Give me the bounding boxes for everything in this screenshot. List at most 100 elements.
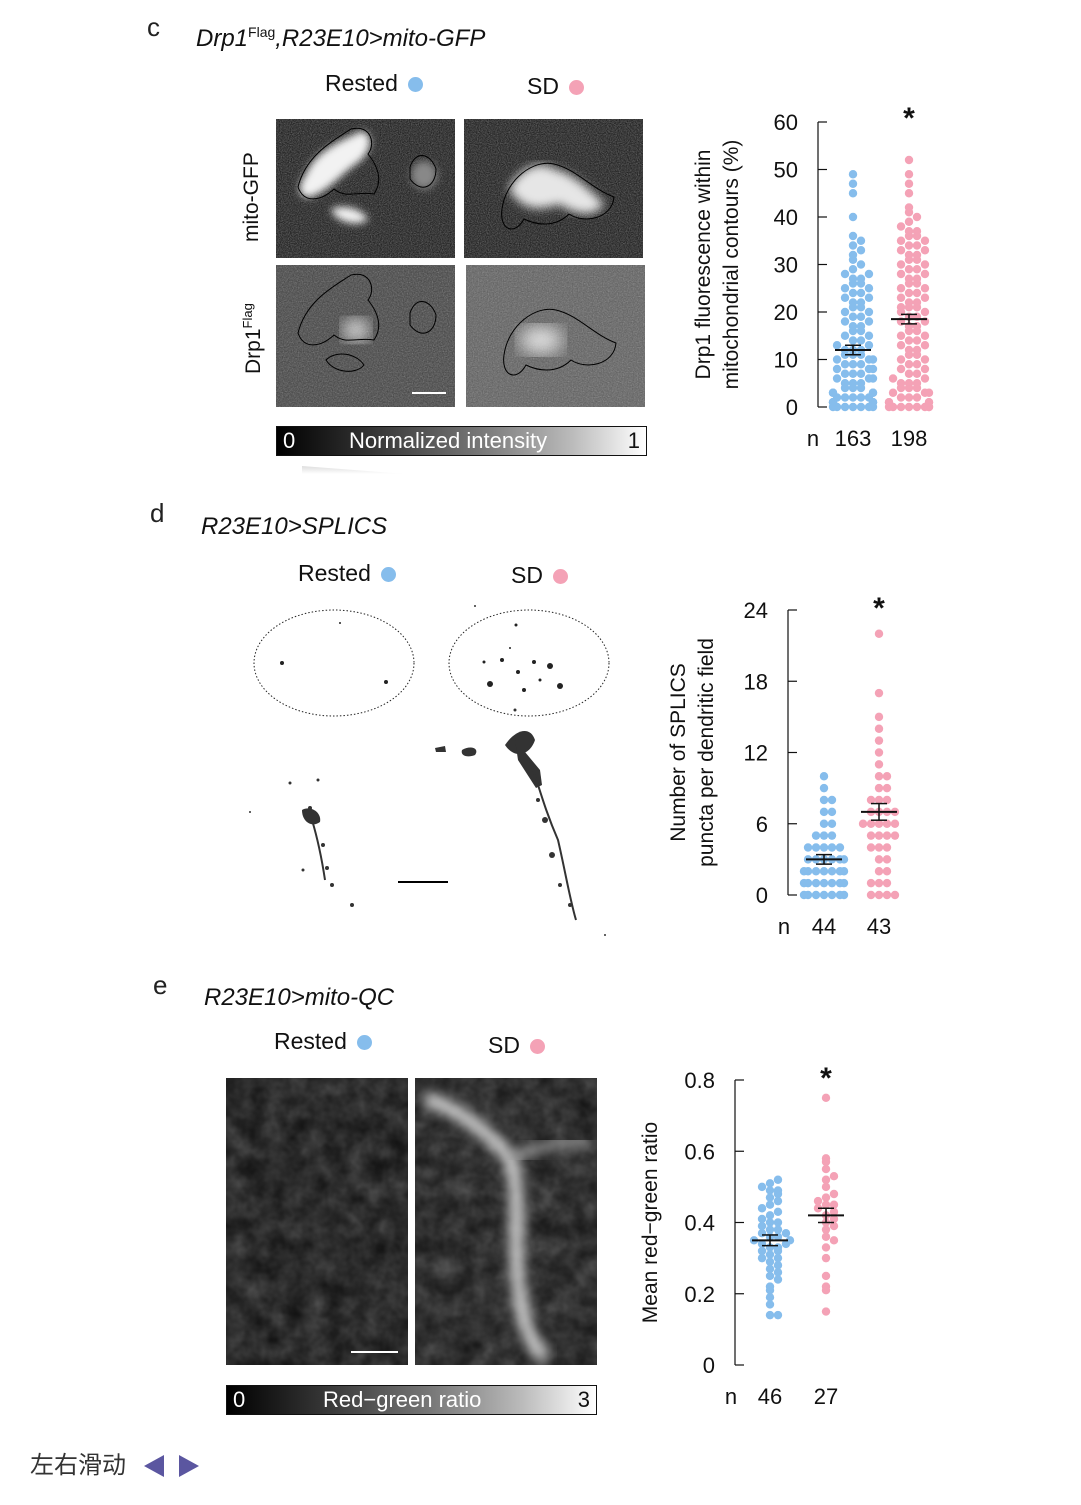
- n-count: 163: [835, 426, 872, 451]
- data-point: [904, 393, 914, 402]
- y-tick-label: 0: [756, 883, 768, 908]
- data-point: [864, 269, 874, 279]
- data-point: [821, 1307, 831, 1316]
- data-point: [827, 878, 837, 888]
- data-point: [829, 1171, 839, 1181]
- data-point: [856, 236, 866, 245]
- data-point: [848, 360, 858, 369]
- y-tick-label: 0: [703, 1353, 715, 1378]
- arrow-right-icon[interactable]: [179, 1455, 200, 1477]
- data-point: [827, 843, 837, 852]
- data-point: [888, 388, 898, 397]
- data-point: [896, 379, 906, 388]
- data-point: [773, 1218, 783, 1227]
- data-point: [848, 212, 858, 222]
- data-point: [840, 317, 850, 326]
- colorbar-c-shadow: [302, 466, 406, 474]
- data-point: [912, 265, 922, 274]
- data-point: [765, 1250, 775, 1259]
- arrow-left-icon[interactable]: [143, 1455, 164, 1477]
- data-point: [920, 284, 930, 293]
- data-point: [912, 369, 922, 378]
- data-point: [781, 1228, 791, 1238]
- data-point: [896, 341, 906, 350]
- data-point: [840, 307, 850, 317]
- data-point: [811, 878, 821, 888]
- data-point: [904, 379, 914, 388]
- data-point: [821, 1164, 831, 1174]
- data-point: [882, 795, 892, 805]
- data-point: [757, 1221, 767, 1231]
- data-point: [819, 878, 829, 888]
- data-point: [821, 1154, 831, 1163]
- data-point: [874, 748, 884, 757]
- data-point: [890, 819, 900, 828]
- data-point: [904, 250, 914, 260]
- data-point: [848, 393, 858, 402]
- data-point: [856, 402, 866, 412]
- panel-e-sd-label: SD: [488, 1032, 545, 1059]
- data-point: [882, 855, 892, 864]
- data-point: [840, 402, 850, 412]
- data-point: [840, 331, 850, 340]
- colorbar-e-max: 3: [577, 1387, 590, 1412]
- data-point: [866, 843, 876, 852]
- data-point: [904, 402, 914, 412]
- panel-d-sd-label: SD: [511, 562, 568, 589]
- micrograph-c-drp1-sd: [466, 265, 645, 407]
- data-point: [832, 341, 842, 350]
- data-point: [773, 1310, 783, 1320]
- significance-marker: *: [873, 592, 885, 625]
- data-point: [904, 288, 914, 298]
- data-point: [811, 831, 821, 840]
- data-point: [848, 250, 858, 260]
- data-point: [829, 1236, 839, 1245]
- sd-dot-icon: [552, 569, 568, 585]
- data-point: [848, 402, 858, 412]
- data-point: [840, 360, 850, 369]
- data-point: [819, 819, 829, 828]
- data-point: [840, 379, 850, 388]
- n-count: 198: [891, 426, 928, 451]
- rested-dot-icon: [380, 567, 396, 583]
- data-point: [866, 795, 876, 805]
- data-point: [821, 1225, 831, 1234]
- data-point: [868, 355, 878, 364]
- data-point: [765, 1271, 775, 1281]
- data-point: [848, 298, 858, 307]
- data-point: [848, 288, 858, 298]
- data-point: [819, 772, 829, 781]
- data-point: [874, 724, 884, 733]
- data-point: [765, 1186, 775, 1195]
- data-point: [773, 1196, 783, 1206]
- data-point: [839, 855, 849, 864]
- data-point: [829, 1189, 839, 1199]
- data-point: [866, 819, 876, 828]
- data-point: [912, 336, 922, 345]
- y-tick-label: 30: [774, 253, 798, 278]
- data-point: [773, 1175, 783, 1184]
- data-point: [912, 402, 922, 412]
- data-point: [858, 819, 868, 828]
- data-point: [773, 1261, 783, 1270]
- data-point: [920, 374, 930, 383]
- scroll-hint[interactable]: 左右滑动: [30, 1445, 200, 1480]
- data-point: [864, 341, 874, 350]
- data-point: [920, 236, 930, 245]
- n-count: 46: [758, 1384, 782, 1409]
- data-point: [874, 783, 884, 793]
- data-point: [757, 1253, 767, 1263]
- data-point: [811, 890, 821, 900]
- data-point: [848, 274, 858, 283]
- data-point: [757, 1246, 767, 1256]
- significance-marker: *: [903, 102, 915, 135]
- panel-c-title: Drp1Flag,R23E10>mito-GFP: [196, 24, 485, 53]
- data-point: [839, 878, 849, 888]
- data-point: [840, 293, 850, 302]
- data-point: [904, 274, 914, 283]
- micrograph-c-mitogfp-rested: [276, 119, 455, 258]
- data-point: [821, 1093, 831, 1103]
- y-axis-label: Drp1 fluorescence within: [692, 150, 715, 380]
- data-point: [912, 288, 922, 298]
- data-point: [819, 843, 829, 852]
